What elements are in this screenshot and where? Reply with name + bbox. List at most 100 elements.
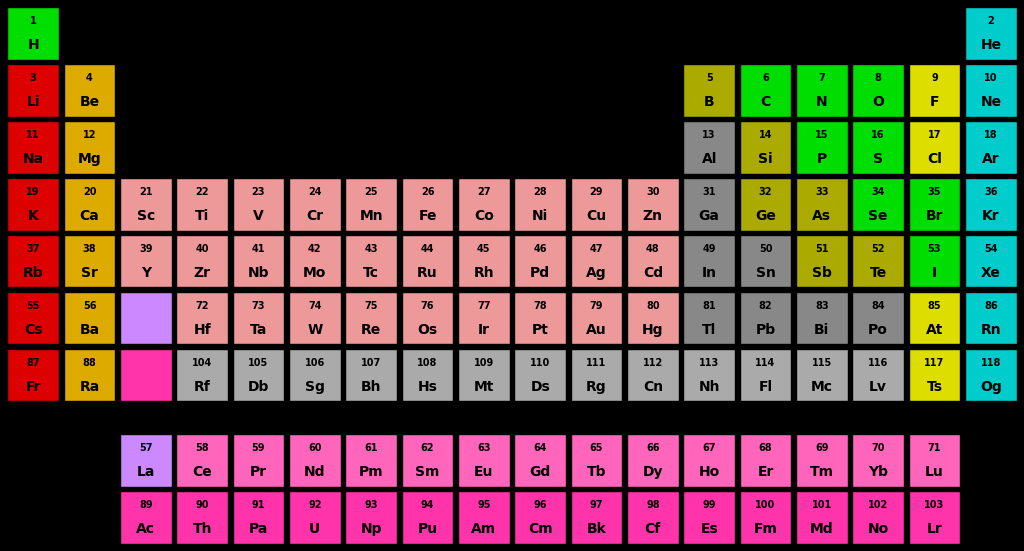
FancyBboxPatch shape [232,178,285,230]
Text: V: V [253,209,264,223]
Text: 111: 111 [587,358,606,368]
Text: 32: 32 [759,187,772,197]
Text: Ts: Ts [927,380,942,393]
Text: 117: 117 [925,358,944,368]
Text: 85: 85 [928,301,941,311]
Text: In: In [701,266,717,280]
FancyBboxPatch shape [514,292,566,344]
Text: Re: Re [361,322,381,337]
Text: 82: 82 [759,301,772,311]
FancyBboxPatch shape [965,178,1017,230]
Text: Y: Y [140,266,151,280]
FancyBboxPatch shape [852,64,904,117]
Text: N: N [816,95,827,109]
Text: 34: 34 [871,187,885,197]
Text: Mo: Mo [303,266,327,280]
Text: 110: 110 [530,358,550,368]
Text: Sn: Sn [756,266,775,280]
Text: 97: 97 [590,500,603,510]
FancyBboxPatch shape [683,121,735,174]
Text: 118: 118 [981,358,1001,368]
Text: 108: 108 [418,358,437,368]
FancyBboxPatch shape [120,434,172,487]
Text: Au: Au [586,322,607,337]
Text: 15: 15 [815,130,828,140]
Text: Cd: Cd [643,266,663,280]
FancyBboxPatch shape [232,434,285,487]
FancyBboxPatch shape [570,491,623,544]
Text: 58: 58 [196,443,209,453]
Text: Ac: Ac [136,522,156,536]
FancyBboxPatch shape [289,434,341,487]
Text: 40: 40 [196,244,209,253]
Text: Cu: Cu [587,209,606,223]
Text: 10: 10 [984,73,997,83]
FancyBboxPatch shape [514,491,566,544]
Text: Mc: Mc [811,380,833,393]
Text: 60: 60 [308,443,322,453]
Text: 81: 81 [702,301,716,311]
FancyBboxPatch shape [570,178,623,230]
FancyBboxPatch shape [63,64,116,117]
Text: Hf: Hf [194,322,211,337]
Text: 76: 76 [421,301,434,311]
FancyBboxPatch shape [683,64,735,117]
FancyBboxPatch shape [345,235,397,288]
FancyBboxPatch shape [570,292,623,344]
Text: 1: 1 [30,16,37,26]
FancyBboxPatch shape [627,235,679,288]
FancyBboxPatch shape [120,235,172,288]
Text: Ds: Ds [530,380,550,393]
Text: 90: 90 [196,500,209,510]
FancyBboxPatch shape [627,491,679,544]
Text: Lu: Lu [925,465,944,479]
Text: Kr: Kr [982,209,999,223]
Text: Li: Li [27,95,40,109]
Text: 112: 112 [643,358,663,368]
Text: 49: 49 [702,244,716,253]
FancyBboxPatch shape [176,349,228,401]
Text: 4: 4 [86,73,93,83]
Text: Cs: Cs [24,322,42,337]
FancyBboxPatch shape [965,7,1017,60]
FancyBboxPatch shape [289,292,341,344]
FancyBboxPatch shape [401,434,454,487]
Text: 94: 94 [421,500,434,510]
Text: Pd: Pd [530,266,550,280]
Text: Og: Og [980,380,1001,393]
Text: Th: Th [193,522,212,536]
FancyBboxPatch shape [570,235,623,288]
Text: 106: 106 [305,358,325,368]
Text: 84: 84 [871,301,885,311]
Text: Po: Po [868,322,888,337]
FancyBboxPatch shape [7,7,59,60]
Text: 6: 6 [762,73,769,83]
Text: I: I [932,266,937,280]
Text: 52: 52 [871,244,885,253]
Text: Ar: Ar [982,152,999,166]
Text: As: As [812,209,831,223]
Text: Zn: Zn [643,209,663,223]
FancyBboxPatch shape [176,235,228,288]
Text: U: U [309,522,321,536]
Text: Cr: Cr [306,209,324,223]
Text: Al: Al [701,152,717,166]
Text: 115: 115 [812,358,831,368]
FancyBboxPatch shape [739,178,792,230]
FancyBboxPatch shape [176,491,228,544]
FancyBboxPatch shape [739,434,792,487]
FancyBboxPatch shape [458,292,510,344]
FancyBboxPatch shape [514,235,566,288]
Text: 92: 92 [308,500,322,510]
Text: Ba: Ba [80,322,99,337]
Text: Pm: Pm [358,465,383,479]
Text: Pr: Pr [250,465,267,479]
Text: 89: 89 [139,500,153,510]
Text: 87: 87 [27,358,40,368]
Text: 86: 86 [984,301,997,311]
FancyBboxPatch shape [908,64,961,117]
FancyBboxPatch shape [683,235,735,288]
Text: Ti: Ti [195,209,209,223]
FancyBboxPatch shape [120,178,172,230]
Text: H: H [28,38,39,52]
